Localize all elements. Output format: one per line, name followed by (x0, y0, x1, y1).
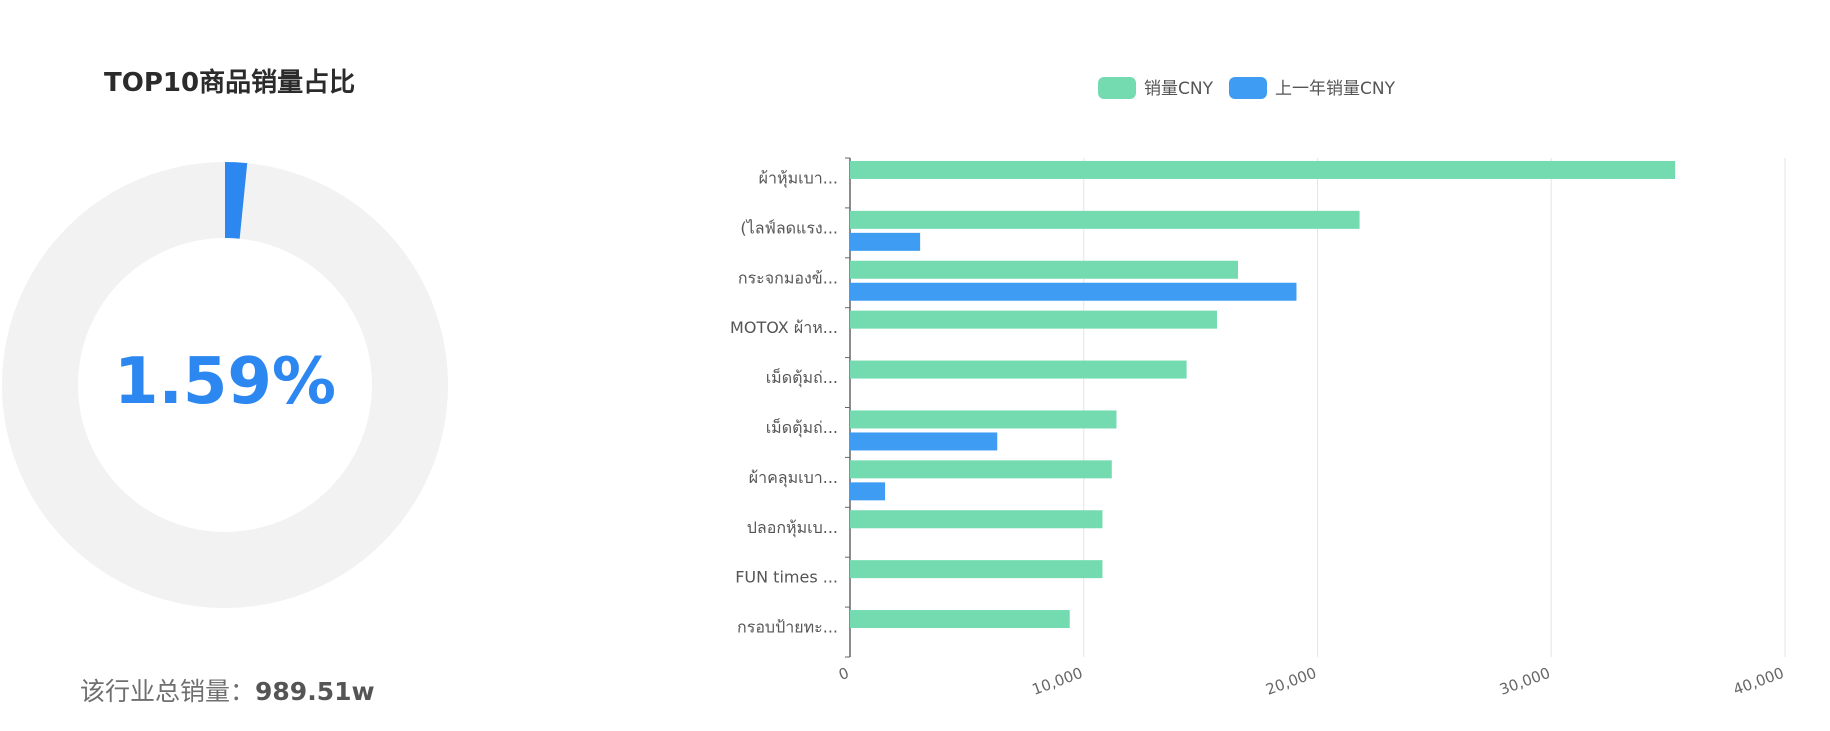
x-tick-label: 0 (836, 664, 851, 684)
bar-last-year-sales (850, 282, 1297, 301)
category-label: กระจกมองข้... (738, 268, 838, 287)
bar-last-year-sales (850, 432, 998, 451)
bar-sales (850, 460, 1112, 479)
share-donut (0, 160, 450, 610)
category-label: ผ้าคลุมเบา... (749, 468, 838, 488)
x-tick-label: 20,000 (1263, 664, 1318, 699)
legend-label: 销量CNY (1144, 79, 1214, 99)
bar-sales (850, 560, 1103, 579)
category-label: ผ้าหุ้มเบา... (759, 168, 838, 188)
category-label: เม็ดตุ้มถ่... (766, 417, 838, 438)
chart-bars (850, 160, 1676, 629)
category-labels: ผ้าหุ้มเบา... (ไลฟ์ลดแรง... กระจกมองข้... M… (730, 168, 838, 636)
bar-sales (850, 510, 1103, 529)
chart-legend: 销量CNY 上一年销量CNY (1098, 77, 1396, 99)
bar-sales (850, 610, 1070, 629)
bar-last-year-sales (850, 482, 886, 501)
x-tick-label: 40,000 (1731, 664, 1786, 699)
chart-grid (845, 157, 1786, 658)
share-donut-svg (2, 162, 448, 608)
x-tick-label: 10,000 (1030, 664, 1085, 699)
bar-sales (850, 210, 1360, 229)
legend-swatch (1098, 77, 1136, 99)
share-percent: 1.59% (113, 345, 337, 419)
x-tick-label: 30,000 (1497, 664, 1552, 699)
share-panel-title: TOP10商品销量占比 (104, 68, 356, 98)
industry-total-value: 989.51w (255, 677, 375, 706)
bar-sales (850, 360, 1187, 379)
industry-total: 该行业总销量：989.51w (80, 672, 375, 708)
bar-sales (850, 310, 1217, 329)
category-label: ปลอกหุ้มเบ... (747, 518, 838, 538)
x-tick-labels: 0 10,000 20,000 30,000 40,000 (836, 664, 1786, 699)
category-label: FUN times ... (735, 568, 838, 587)
donut-share-arc (224, 162, 248, 239)
industry-total-label: 该行业总销量： (80, 677, 256, 706)
bar-last-year-sales (850, 232, 921, 251)
category-label: MOTOX ผ้าห... (730, 318, 838, 337)
category-label: เม็ดตุ้มถ่... (766, 367, 838, 388)
bar-sales (850, 260, 1239, 279)
category-label: กรอบป้ายทะ... (737, 618, 838, 637)
legend-label: 上一年销量CNY (1275, 79, 1396, 99)
bar-sales (850, 410, 1117, 429)
category-label: (ไลฟ์ลดแรง... (740, 218, 838, 237)
bar-sales (850, 160, 1676, 179)
legend-swatch (1228, 77, 1267, 99)
